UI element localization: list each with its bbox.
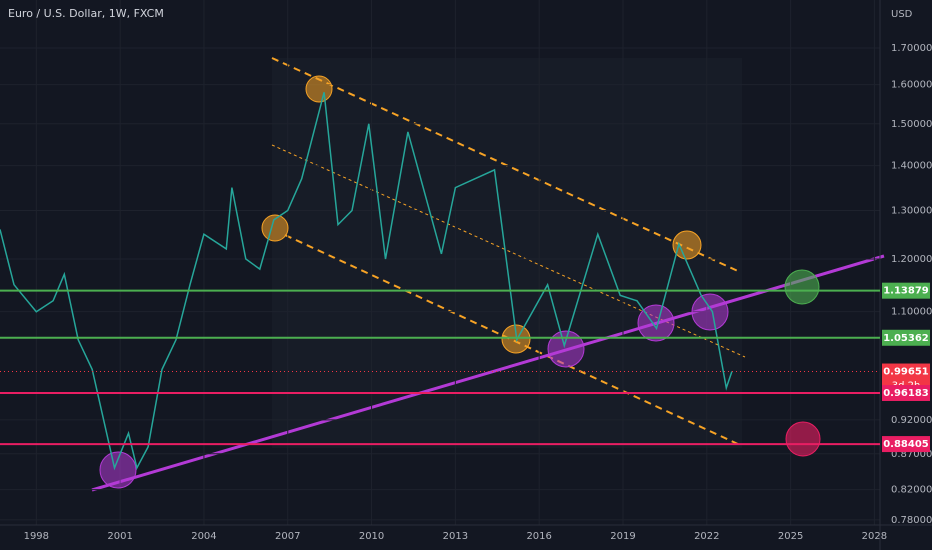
- trendline: [91, 254, 885, 492]
- y-tick-label: 1.10000: [891, 307, 932, 318]
- y-tick-label: 0.87000: [891, 449, 932, 460]
- annotations: [0, 0, 885, 525]
- x-tick-label: 2013: [443, 531, 468, 542]
- level-label: 1.13879: [882, 282, 930, 299]
- price-line: [0, 92, 733, 471]
- circle: [672, 230, 702, 260]
- x-tick-label: 2019: [610, 531, 635, 542]
- circle: [691, 293, 729, 331]
- channel-upper: [271, 57, 741, 273]
- circle: [261, 214, 289, 242]
- channel-shade: [272, 58, 742, 448]
- y-tick-label: 0.82000: [891, 485, 932, 496]
- y-tick-label: 0.78000: [891, 515, 932, 526]
- y-tick-label: 0.92000: [891, 415, 932, 426]
- level-label-box: [882, 384, 930, 401]
- level-label: 0.88405: [882, 436, 930, 453]
- y-tick-label: 1.30000: [891, 205, 932, 216]
- circle: [785, 421, 821, 457]
- y-tick-label: 1.60000: [891, 80, 932, 91]
- x-tick-label: 2022: [694, 531, 719, 542]
- x-tick-label: 2004: [191, 531, 216, 542]
- x-tick-label: 2016: [526, 531, 551, 542]
- circle: [305, 75, 333, 103]
- level-label-box: [882, 436, 930, 453]
- level-label: 0.96183: [882, 384, 930, 401]
- x-tick-label: 2025: [778, 531, 803, 542]
- level-label: 1.05362: [882, 329, 930, 346]
- x-tick-label: 2007: [275, 531, 300, 542]
- level-label-box: [882, 329, 930, 346]
- x-tick-label: 2001: [107, 531, 132, 542]
- circle: [99, 451, 137, 489]
- y-tick-label: 1.40000: [891, 161, 932, 172]
- level-label-text: 0.99651: [883, 367, 929, 378]
- x-tick-label: 1998: [24, 531, 49, 542]
- x-tick-label: 2028: [862, 531, 887, 542]
- y-tick-label: 1.50000: [891, 119, 932, 130]
- level-label-text: 1.13879: [883, 286, 929, 297]
- y-axis-label: USD: [891, 9, 913, 20]
- annotation-circles: [99, 75, 821, 489]
- level-label-text: 0.96183: [883, 388, 929, 399]
- y-tick-label: 1.20000: [891, 254, 932, 265]
- circle: [784, 269, 820, 305]
- circle: [547, 330, 585, 368]
- level-label-text: 0.88405: [883, 439, 929, 450]
- chart-title: Euro / U.S. Dollar, 1W, FXCM: [8, 7, 164, 20]
- channel-mid: [271, 144, 746, 358]
- level-label-box: [882, 282, 930, 299]
- level-label-text: 1.05362: [883, 333, 929, 344]
- y-tick-label: 1.70000: [891, 43, 932, 54]
- x-tick-label: 2010: [359, 531, 384, 542]
